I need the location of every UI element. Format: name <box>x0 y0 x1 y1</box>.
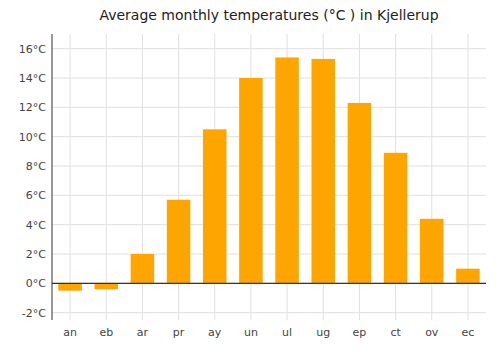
x-tick-label: an <box>63 326 77 339</box>
bar <box>456 269 480 284</box>
bar <box>239 78 263 283</box>
bar <box>311 59 335 283</box>
bar <box>420 219 444 284</box>
y-tick-label: 16°C <box>19 43 46 56</box>
chart-svg: Average monthly temperatures (°C ) in Kj… <box>0 0 500 350</box>
bar <box>131 254 155 283</box>
y-tick-label: 0°C <box>26 277 46 290</box>
chart-container: Average monthly temperatures (°C ) in Kj… <box>0 0 500 350</box>
y-grid-line <box>52 166 486 167</box>
y-tick-label: 8°C <box>26 160 46 173</box>
y-grid-line <box>52 107 486 108</box>
bars <box>58 57 479 290</box>
y-tick-label: 10°C <box>19 131 46 144</box>
y-grid-line <box>52 195 486 196</box>
x-tick-label: eb <box>99 326 113 339</box>
y-tick-label: 14°C <box>19 72 46 85</box>
bar <box>275 57 299 283</box>
chart-title: Average monthly temperatures (°C ) in Kj… <box>99 7 438 23</box>
x-tick-label: pr <box>173 326 185 339</box>
x-grid-line <box>106 34 107 320</box>
grid <box>52 34 486 320</box>
x-tick-label: un <box>244 326 258 339</box>
y-grid-line <box>52 48 486 49</box>
y-tick-label: 6°C <box>26 189 46 202</box>
x-tick-label: ug <box>316 326 330 339</box>
x-grid-line <box>70 34 71 320</box>
zero-line <box>52 283 486 284</box>
bar <box>167 200 191 284</box>
x-tick-label: ep <box>353 326 367 339</box>
x-tick-label: ov <box>425 326 439 339</box>
y-tick-label: 12°C <box>19 101 46 114</box>
bar <box>203 129 227 283</box>
y-axis-line <box>52 34 53 320</box>
y-grid-line <box>52 78 486 79</box>
y-grid-line <box>52 312 486 313</box>
bar <box>94 283 118 289</box>
x-tick-label: ec <box>462 326 475 339</box>
bar <box>58 283 82 290</box>
bar <box>384 153 408 284</box>
x-tick-label: ul <box>282 326 292 339</box>
y-grid-line <box>52 136 486 137</box>
y-tick-label: -2°C <box>22 307 46 320</box>
y-tick-label: 2°C <box>26 248 46 261</box>
y-grid-line <box>52 283 486 284</box>
x-tick-label: ay <box>208 326 222 339</box>
x-tick-label: ct <box>390 326 401 339</box>
bar <box>348 103 372 283</box>
y-tick-label: 4°C <box>26 219 46 232</box>
x-tick-label: ar <box>137 326 149 339</box>
